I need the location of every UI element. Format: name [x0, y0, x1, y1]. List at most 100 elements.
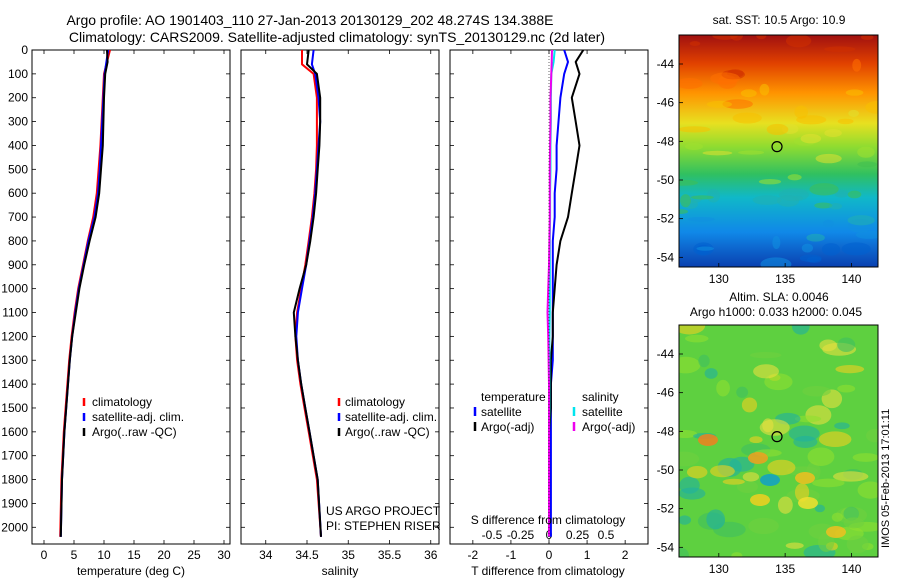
x-tick-label: 10	[97, 548, 111, 562]
sla-heatmap	[679, 325, 878, 557]
imos-watermark: IMOS 05-Feb-2013 17:01:11	[880, 409, 892, 548]
depth-tick-label: 1900	[1, 496, 28, 510]
map-x-tick-label: 130	[709, 272, 729, 286]
sst-texture	[706, 100, 733, 108]
sst-texture	[706, 189, 720, 203]
sla-texture	[729, 456, 755, 472]
sla-texture	[716, 379, 730, 397]
sst-texture	[865, 100, 878, 114]
x-tick-label: 5	[71, 548, 78, 562]
depth-tick-label: 1600	[1, 425, 28, 439]
sla-texture	[834, 422, 850, 430]
sst-texture	[732, 112, 762, 124]
sla-texture	[722, 478, 745, 485]
temperature-xlabel: temperature (deg C)	[77, 564, 185, 578]
sla-texture	[791, 325, 810, 335]
map-x-tick-label: 140	[841, 562, 861, 576]
map-y-tick-label: -54	[657, 250, 675, 264]
x-tick-label: 35.5	[378, 548, 402, 562]
sst-texture	[689, 41, 701, 47]
sst-texture	[710, 72, 740, 85]
sst-texture	[809, 183, 839, 196]
sla-texture	[679, 356, 701, 374]
legend-title-salinity: salinity	[582, 390, 619, 404]
depth-tick-label: 1000	[1, 282, 28, 296]
sla-texture	[837, 384, 856, 393]
sst-texture	[772, 235, 781, 250]
sla-texture	[679, 451, 700, 467]
sla-texture	[837, 337, 856, 353]
sst-texture	[841, 242, 871, 256]
salinity-legend: climatology satellite-adj. clim. Argo(..…	[337, 395, 437, 439]
legend-temperature-satellite: satellite	[481, 405, 522, 419]
sst-texture	[680, 194, 691, 208]
x-tick-label: 35	[342, 548, 356, 562]
legend-title-temperature: temperature	[481, 390, 546, 404]
sst-heatmap	[679, 35, 878, 267]
difference-series	[546, 50, 585, 537]
sst-texture	[759, 83, 770, 96]
sla-texture	[852, 453, 878, 462]
x-tick-label: 1	[584, 548, 591, 562]
sla-feature	[760, 474, 780, 486]
sla-feature	[698, 434, 718, 446]
sla-texture	[742, 472, 760, 482]
sst-texture	[785, 35, 812, 48]
series-line-argo-raw-qc-	[59, 50, 109, 537]
difference-legend: temperature satellite Argo(-adj) salinit…	[473, 390, 635, 434]
sla-texture	[812, 478, 845, 488]
series-line-salinity-argo-adj-	[546, 50, 553, 537]
sla-argo-position-marker	[771, 431, 783, 443]
sst-texture	[806, 233, 825, 242]
x-tick-label: 0	[546, 548, 553, 562]
sst-texture	[847, 190, 862, 199]
sla-texture	[753, 364, 779, 379]
sla-texture	[843, 517, 865, 529]
map-y-tick-label: -50	[657, 173, 675, 187]
sst-texture	[814, 202, 833, 209]
temperature-legend-satellite: satellite-adj. clim.	[92, 410, 184, 424]
sla-texture	[843, 506, 859, 521]
depth-tick-label: 1400	[1, 377, 28, 391]
sst-texture	[834, 189, 849, 198]
sst-texture	[740, 89, 757, 98]
map-y-tick-label: -52	[657, 502, 675, 516]
map-y-tick-label: -44	[657, 347, 675, 361]
sst-texture	[687, 216, 715, 222]
depth-tick-label: 1100	[2, 306, 28, 320]
x-tick-label: 0	[41, 548, 48, 562]
sst-texture	[845, 89, 864, 96]
sst-texture	[794, 105, 808, 119]
x2-tick-label: 0.25	[566, 528, 590, 542]
sst-texture	[712, 35, 738, 40]
sst-texture	[857, 161, 877, 168]
sst-texture	[829, 203, 843, 210]
x-tick-label: -1	[506, 548, 517, 562]
sst-texture	[792, 195, 804, 201]
sla-texture	[704, 368, 718, 379]
sla-texture	[749, 352, 782, 359]
x-tick-label: 15	[127, 548, 141, 562]
depth-tick-label: 800	[8, 234, 28, 248]
legend-temperature-argo: Argo(-adj)	[481, 420, 534, 434]
sla-feature	[798, 497, 818, 509]
depth-tick-label: 1700	[1, 449, 28, 463]
temperature-panel-frame	[31, 49, 231, 545]
map-y-tick-label: -44	[657, 57, 675, 71]
sst-texture	[799, 254, 822, 263]
sla-texture	[706, 509, 726, 530]
map-x-tick-label: 135	[775, 562, 795, 576]
depth-tick-label: 1300	[1, 353, 28, 367]
sla-texture	[846, 535, 869, 554]
project-annotation-line2: PI: STEPHEN RISER	[326, 519, 441, 533]
depth-tick-label: 500	[8, 162, 28, 176]
sla-texture	[710, 465, 735, 478]
sst-texture	[801, 243, 814, 253]
x-tick-label: 20	[157, 548, 171, 562]
sst-texture	[857, 146, 875, 158]
salinity-series	[292, 50, 322, 537]
depth-tick-label: 300	[8, 115, 28, 129]
sla-texture	[679, 515, 692, 525]
sla-map-frame	[678, 324, 879, 558]
sla-texture	[794, 483, 810, 502]
